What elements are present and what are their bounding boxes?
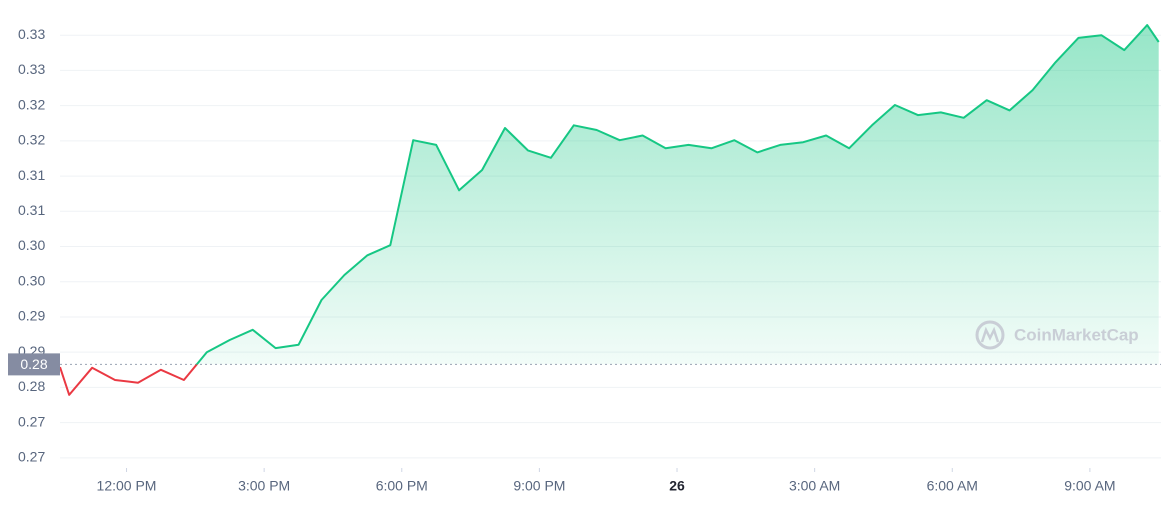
- reference-label: 0.28: [20, 356, 47, 372]
- y-tick-label: 0.31: [18, 167, 45, 183]
- x-tick-label: 12:00 PM: [97, 478, 157, 494]
- y-tick-label: 0.30: [18, 237, 45, 253]
- y-tick-label: 0.27: [18, 413, 45, 429]
- x-tick-label: 9:00 PM: [513, 478, 565, 494]
- y-tick-label: 0.29: [18, 308, 45, 324]
- y-tick-label: 0.27: [18, 449, 45, 465]
- x-tick-label: 6:00 PM: [376, 478, 428, 494]
- price-area: [60, 25, 1159, 365]
- x-tick-label: 9:00 AM: [1064, 478, 1115, 494]
- y-tick-label: 0.28: [18, 378, 45, 394]
- y-tick-label: 0.31: [18, 202, 45, 218]
- watermark: CoinMarketCap: [975, 320, 1139, 350]
- y-tick-label: 0.32: [18, 96, 45, 112]
- reference-badge: [8, 353, 60, 376]
- y-tick-label: 0.33: [18, 61, 45, 77]
- price-line: [59, 24, 1160, 396]
- watermark-text: CoinMarketCap: [1014, 325, 1139, 344]
- x-tick-label: 3:00 PM: [238, 478, 290, 494]
- y-tick-label: 0.33: [18, 26, 45, 42]
- x-tick-label: 26: [669, 478, 685, 494]
- y-tick-label: 0.30: [18, 272, 45, 288]
- x-tick-label: 6:00 AM: [927, 478, 978, 494]
- y-tick-label: 0.32: [18, 132, 45, 148]
- x-tick-label: 3:00 AM: [789, 478, 840, 494]
